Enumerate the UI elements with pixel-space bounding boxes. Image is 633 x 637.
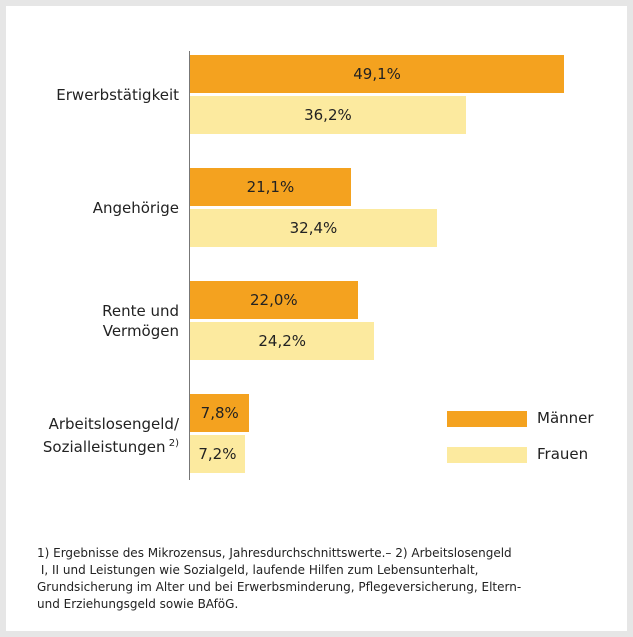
chart-panel: Erwerbstätigkeit 49,1% 36,2% Angehörige 21,1… [6, 6, 627, 631]
footnote-line: 1) Ergebnisse des Mikrozensus, Jahresdur… [37, 546, 512, 560]
legend-swatch [447, 447, 527, 463]
bar: 49,1% [190, 55, 565, 93]
category-text: Arbeitslosengeld/ Sozialleistungen [42, 415, 179, 456]
category-text: Angehörige [92, 199, 179, 217]
axis-line [189, 51, 190, 480]
legend-label: Männer [537, 409, 594, 427]
footnote-marker: 2) [165, 438, 179, 449]
footnote-line: und Erziehungsgeld sowie BAföG. [37, 597, 239, 611]
footnote-line: I, II und Leistungen wie Sozialgeld, lau… [37, 563, 479, 577]
legend-swatch [447, 411, 527, 427]
footnote-line: Grundsicherung im Alter und bei Erwerbsm… [37, 580, 522, 594]
bar: 22,0% [190, 281, 358, 319]
bar: 7,8% [190, 394, 250, 432]
legend-label: Frauen [537, 445, 589, 463]
category-label: Rente und Vermögen [9, 301, 179, 341]
category-label: Arbeitslosengeld/ Sozialleistungen 2) [9, 414, 179, 457]
category-label: Angehörige [9, 198, 179, 218]
bar: 7,2% [190, 435, 245, 473]
bar: 21,1% [190, 168, 351, 206]
bar: 24,2% [190, 322, 375, 360]
category-label: Erwerbstätigkeit [9, 85, 179, 105]
bar: 32,4% [190, 209, 437, 247]
bar: 36,2% [190, 96, 466, 134]
category-text: Erwerbstätigkeit [56, 86, 179, 104]
category-text: Rente und Vermögen [102, 302, 179, 340]
